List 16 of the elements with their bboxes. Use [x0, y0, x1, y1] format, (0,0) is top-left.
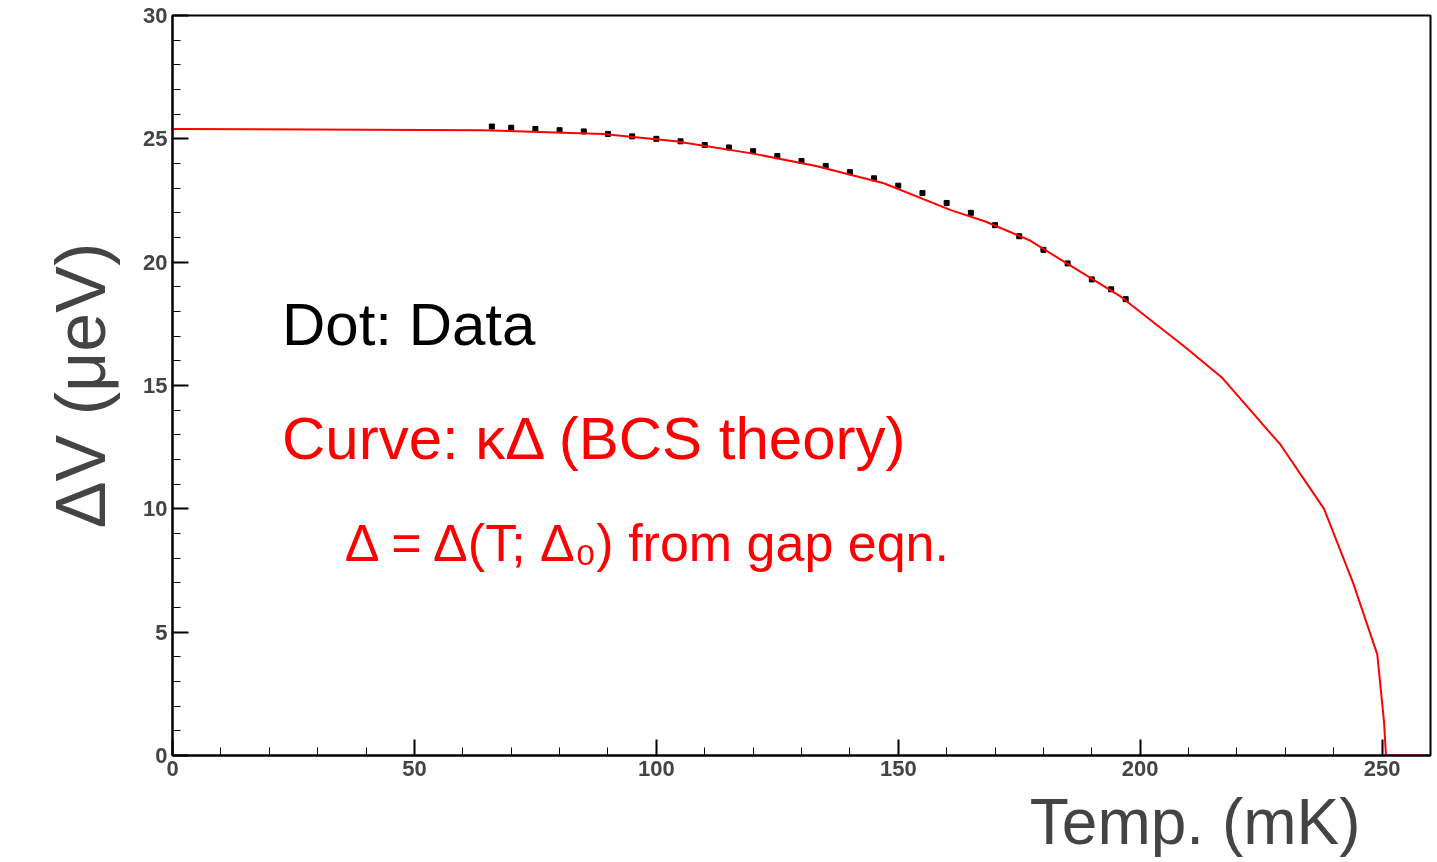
x-tick-label: 100 [637, 755, 675, 781]
text: Curve: κΔ (BCS theory) [281, 405, 906, 473]
y-tick-label: 15 [143, 373, 168, 398]
x-tick-label: 250 [1363, 755, 1401, 781]
y-tick-label: 20 [143, 249, 168, 275]
y-axis-title: ΔV (μeV) [42, 242, 121, 529]
x-tick-label: 50 [402, 755, 427, 781]
x-axis-title: Temp. (mK) [1029, 785, 1361, 858]
y-tick-label: 5 [155, 619, 168, 645]
y-tick-label: 25 [143, 126, 168, 152]
text: Dot: Data [281, 290, 537, 358]
y-tick-label: 30 [143, 3, 168, 28]
annotation: Δ = Δ(T; Δ₀) from gap eqn. [344, 514, 949, 573]
x-tick-label: 200 [1121, 755, 1159, 781]
x-tick-label: 150 [879, 755, 917, 781]
y-tick-label: 10 [143, 496, 168, 522]
